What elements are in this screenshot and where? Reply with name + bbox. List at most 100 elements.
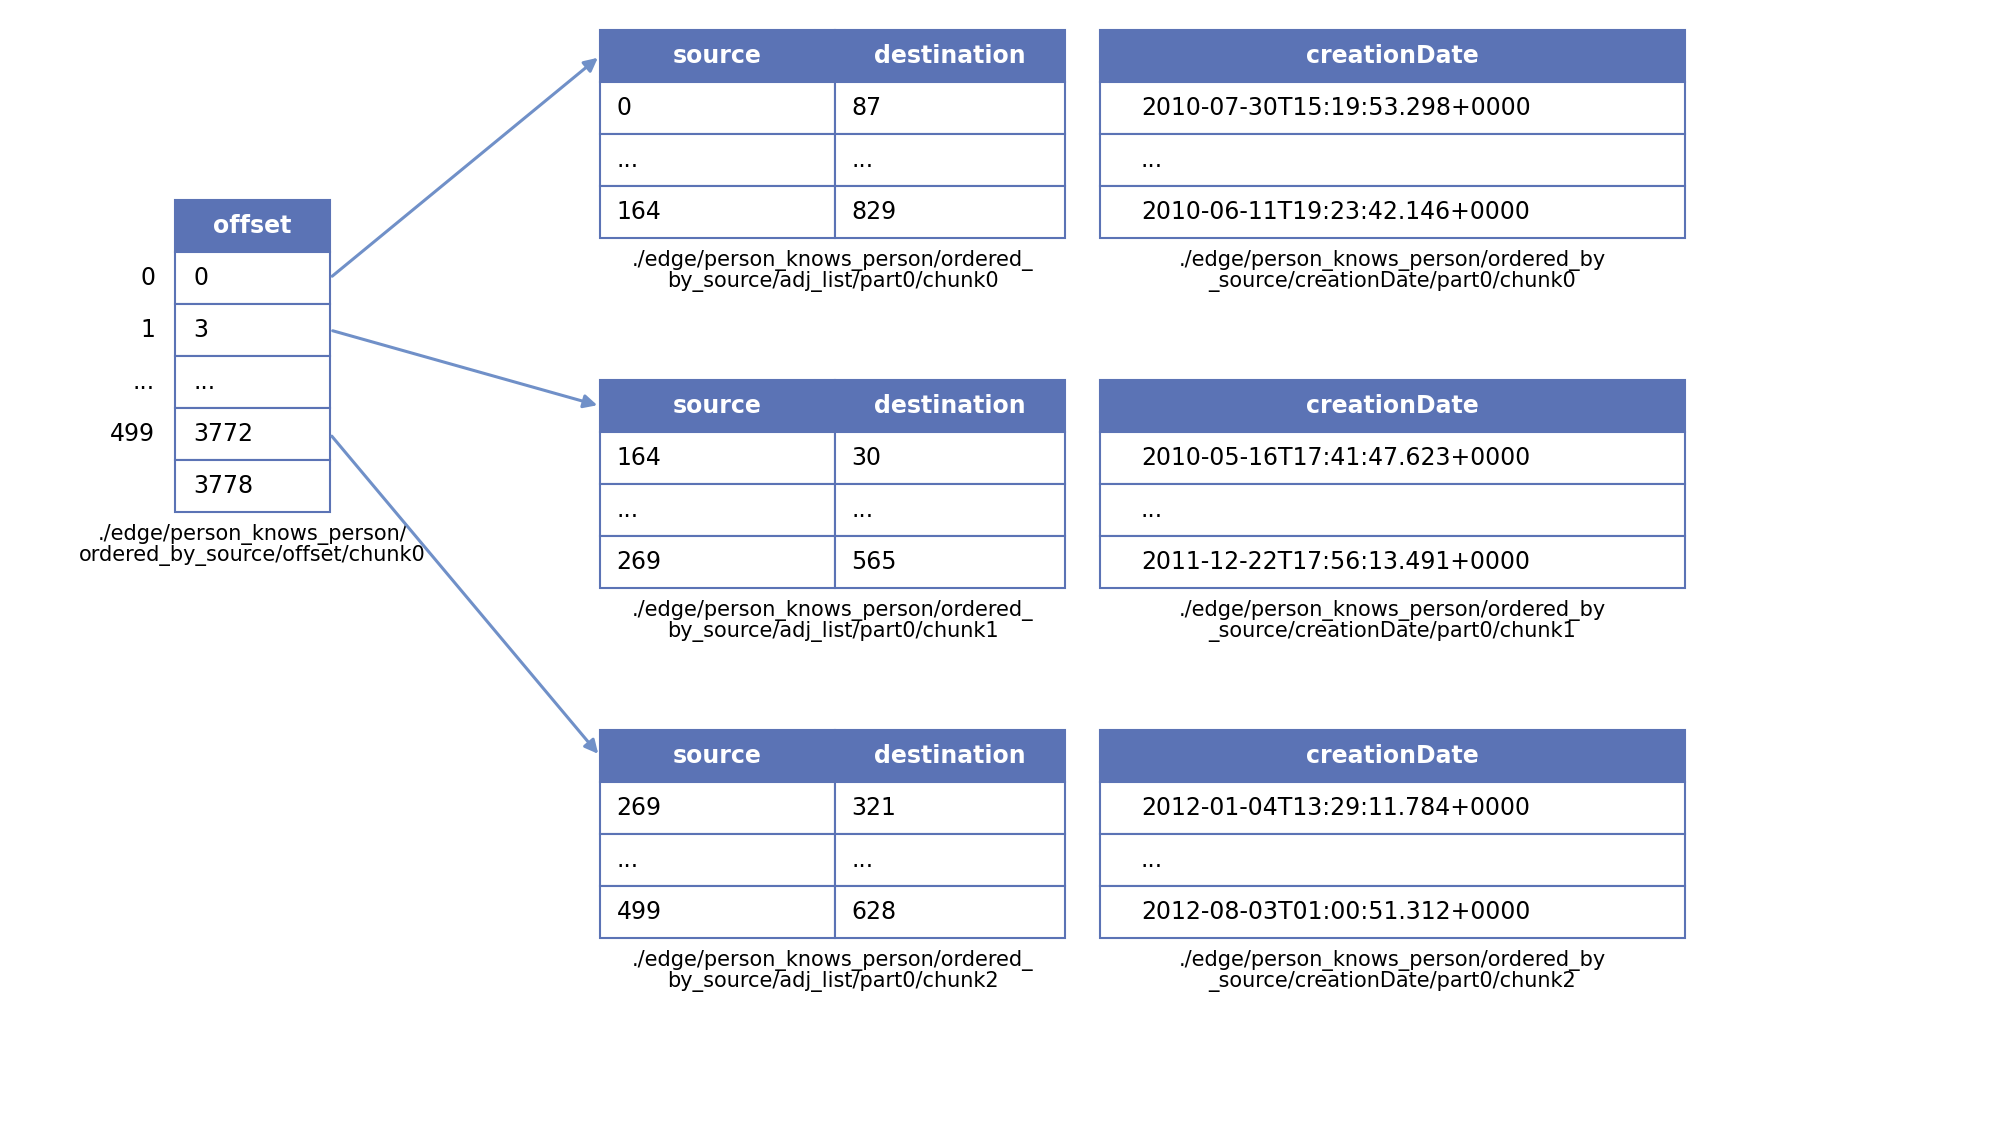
Bar	[836, 730, 1064, 782]
Bar	[1100, 886, 1684, 938]
Text: ...: ...	[616, 498, 638, 522]
Text: 499: 499	[110, 422, 156, 446]
Text: ./edge/person_knows_person/: ./edge/person_knows_person/	[98, 524, 408, 544]
Bar	[836, 30, 1064, 82]
Bar	[1100, 484, 1684, 536]
Text: ...: ...	[852, 848, 874, 872]
Text: ...: ...	[1140, 848, 1164, 872]
Text: by_source/adj_list/part0/chunk0: by_source/adj_list/part0/chunk0	[666, 271, 998, 292]
Text: ./edge/person_knows_person/ordered_by: ./edge/person_knows_person/ordered_by	[1178, 250, 1606, 271]
Bar	[176, 460, 330, 512]
Bar	[1100, 432, 1684, 484]
Bar	[836, 380, 1064, 432]
Text: 269: 269	[616, 550, 662, 574]
Text: 3: 3	[194, 318, 208, 342]
Text: ./edge/person_knows_person/ordered_: ./edge/person_knows_person/ordered_	[632, 600, 1034, 621]
Text: 565: 565	[852, 550, 896, 574]
Text: 2012-01-04T13:29:11.784+0000: 2012-01-04T13:29:11.784+0000	[1140, 796, 1530, 820]
Text: 30: 30	[852, 446, 882, 470]
Text: source: source	[674, 44, 762, 68]
Text: 164: 164	[616, 200, 662, 224]
Text: 321: 321	[852, 796, 896, 820]
Text: ...: ...	[852, 148, 874, 172]
Text: 829: 829	[852, 200, 896, 224]
Bar	[836, 134, 1064, 186]
Text: creationDate: creationDate	[1306, 44, 1478, 68]
Text: 2010-07-30T15:19:53.298+0000: 2010-07-30T15:19:53.298+0000	[1140, 96, 1530, 120]
Bar	[836, 834, 1064, 886]
Text: _source/creationDate/part0/chunk0: _source/creationDate/part0/chunk0	[1208, 271, 1576, 292]
Text: source: source	[674, 744, 762, 768]
Text: 2010-06-11T19:23:42.146+0000: 2010-06-11T19:23:42.146+0000	[1140, 200, 1530, 224]
Text: ...: ...	[1140, 148, 1164, 172]
Text: destination: destination	[874, 394, 1026, 418]
Bar	[176, 356, 330, 408]
Text: ./edge/person_knows_person/ordered_by: ./edge/person_knows_person/ordered_by	[1178, 950, 1606, 971]
Text: 3772: 3772	[194, 422, 254, 446]
Bar	[836, 782, 1064, 834]
Text: ...: ...	[852, 498, 874, 522]
Text: 1: 1	[140, 318, 156, 342]
Text: ...: ...	[616, 148, 638, 172]
Bar	[600, 886, 836, 938]
Bar	[600, 782, 836, 834]
Text: offset: offset	[214, 214, 292, 238]
Text: destination: destination	[874, 44, 1026, 68]
Bar	[836, 82, 1064, 134]
Bar	[600, 380, 836, 432]
Text: 2012-08-03T01:00:51.312+0000: 2012-08-03T01:00:51.312+0000	[1140, 900, 1530, 924]
Text: 0: 0	[616, 96, 632, 120]
Text: destination: destination	[874, 744, 1026, 768]
Text: 0: 0	[194, 266, 208, 290]
Bar	[1100, 834, 1684, 886]
Text: ./edge/person_knows_person/ordered_: ./edge/person_knows_person/ordered_	[632, 250, 1034, 271]
Text: 2010-05-16T17:41:47.623+0000: 2010-05-16T17:41:47.623+0000	[1140, 446, 1530, 470]
Bar	[600, 30, 836, 82]
Text: 87: 87	[852, 96, 882, 120]
Text: _source/creationDate/part0/chunk1: _source/creationDate/part0/chunk1	[1208, 621, 1576, 642]
Bar	[600, 834, 836, 886]
Text: 269: 269	[616, 796, 662, 820]
Bar	[600, 134, 836, 186]
Text: creationDate: creationDate	[1306, 744, 1478, 768]
Bar	[1100, 30, 1684, 82]
Text: ./edge/person_knows_person/ordered_by: ./edge/person_knows_person/ordered_by	[1178, 600, 1606, 621]
Text: by_source/adj_list/part0/chunk1: by_source/adj_list/part0/chunk1	[666, 621, 998, 642]
Text: by_source/adj_list/part0/chunk2: by_source/adj_list/part0/chunk2	[666, 971, 998, 992]
Bar	[836, 432, 1064, 484]
Text: 3778: 3778	[194, 474, 254, 498]
Bar	[1100, 82, 1684, 134]
Bar	[1100, 186, 1684, 238]
Text: 0: 0	[140, 266, 156, 290]
Text: ...: ...	[194, 370, 216, 394]
Bar	[600, 484, 836, 536]
Text: ./edge/person_knows_person/ordered_: ./edge/person_knows_person/ordered_	[632, 950, 1034, 971]
Bar	[1100, 134, 1684, 186]
Text: source: source	[674, 394, 762, 418]
Bar	[1100, 730, 1684, 782]
Text: 628: 628	[852, 900, 896, 924]
Bar	[600, 536, 836, 588]
Text: ...: ...	[1140, 498, 1164, 522]
Bar	[1100, 536, 1684, 588]
Bar	[836, 484, 1064, 536]
Text: creationDate: creationDate	[1306, 394, 1478, 418]
Bar	[836, 886, 1064, 938]
Bar	[600, 432, 836, 484]
Text: 2011-12-22T17:56:13.491+0000: 2011-12-22T17:56:13.491+0000	[1140, 550, 1530, 574]
Text: ordered_by_source/offset/chunk0: ordered_by_source/offset/chunk0	[80, 544, 426, 566]
Bar	[176, 200, 330, 252]
Bar	[1100, 380, 1684, 432]
Text: 164: 164	[616, 446, 662, 470]
Bar	[176, 304, 330, 356]
Bar	[600, 730, 836, 782]
Text: 499: 499	[616, 900, 662, 924]
Bar	[836, 536, 1064, 588]
Text: ...: ...	[616, 848, 638, 872]
Bar	[1100, 782, 1684, 834]
Bar	[836, 186, 1064, 238]
Bar	[600, 186, 836, 238]
Text: _source/creationDate/part0/chunk2: _source/creationDate/part0/chunk2	[1208, 971, 1576, 992]
Text: ...: ...	[132, 370, 156, 394]
Bar	[600, 82, 836, 134]
